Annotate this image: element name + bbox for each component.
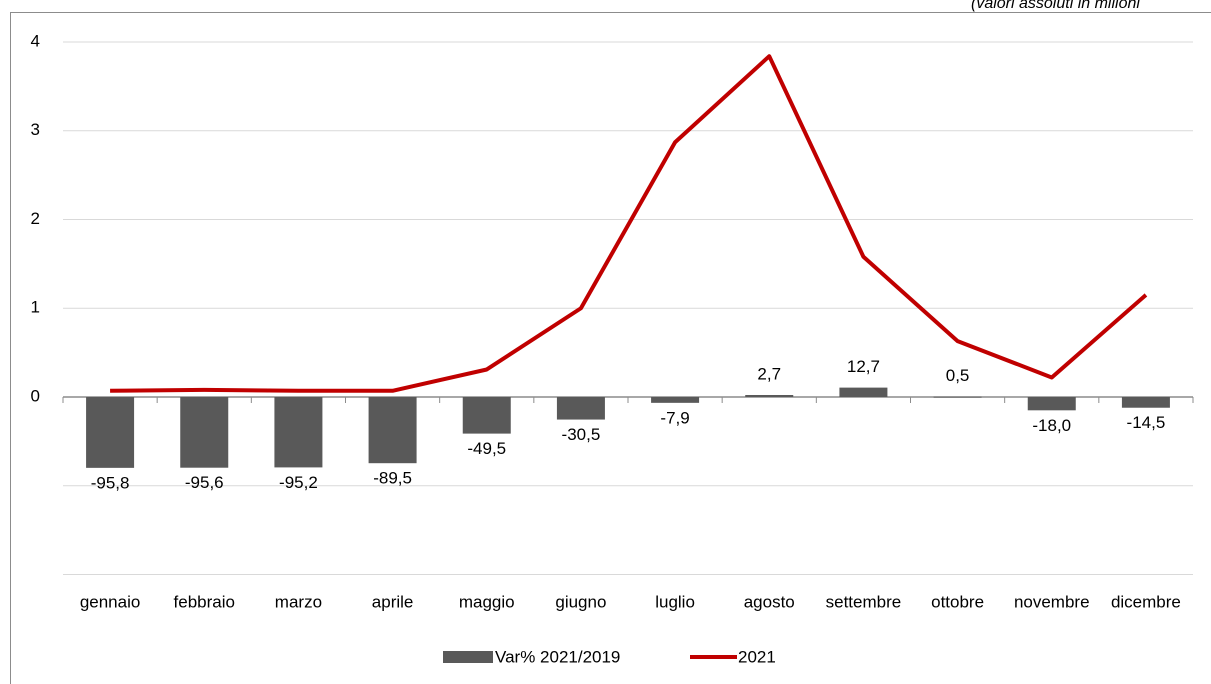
- bar: [556, 397, 605, 420]
- x-tick-label: marzo: [275, 592, 322, 611]
- x-tick-label: giugno: [555, 592, 606, 611]
- bar-value-label: -14,5: [1127, 413, 1166, 432]
- x-tick-label: aprile: [372, 592, 414, 611]
- bar-value-label: 2,7: [757, 364, 781, 383]
- x-tick-label: ottobre: [931, 592, 984, 611]
- x-tick-label: maggio: [459, 592, 515, 611]
- bar: [274, 397, 323, 468]
- bar: [839, 387, 888, 397]
- x-tick-label: febbraio: [174, 592, 235, 611]
- x-tick-label: settembre: [826, 592, 902, 611]
- bar-value-label: 0,5: [946, 366, 970, 385]
- bar: [651, 397, 700, 403]
- bar: [368, 397, 417, 464]
- chart-subtitle: (valori assoluti in milioni: [971, 0, 1140, 12]
- bar: [180, 397, 229, 468]
- bar: [933, 396, 982, 398]
- bar-value-label: -95,6: [185, 473, 224, 492]
- x-tick-label: luglio: [655, 592, 695, 611]
- chart-frame: [10, 12, 1211, 684]
- y-tick-label: 1: [31, 298, 40, 317]
- bar-value-label: -49,5: [467, 439, 506, 458]
- bar-value-label: -89,5: [373, 469, 412, 488]
- x-tick-label: novembre: [1014, 592, 1090, 611]
- y-tick-label: 3: [31, 120, 40, 139]
- y-tick-label: 4: [31, 31, 40, 50]
- legend-label: Var% 2021/2019: [495, 647, 620, 666]
- bar-value-label: -7,9: [660, 408, 689, 427]
- x-tick-label: agosto: [744, 592, 795, 611]
- bar: [1027, 397, 1076, 411]
- bar: [86, 397, 135, 468]
- bar-value-label: -95,2: [279, 473, 318, 492]
- y-tick-label: 0: [31, 386, 40, 405]
- bar: [462, 397, 511, 434]
- x-tick-label: dicembre: [1111, 592, 1181, 611]
- bar-value-label: -95,8: [91, 473, 130, 492]
- bar: [1121, 397, 1170, 408]
- bar-value-label: -30,5: [562, 425, 601, 444]
- bar: [745, 395, 794, 397]
- line-series: [110, 54, 1148, 393]
- bar-value-label: 12,7: [847, 357, 880, 376]
- legend-label: 2021: [738, 647, 776, 666]
- legend-swatch: [443, 651, 493, 663]
- y-tick-label: 2: [31, 209, 40, 228]
- x-tick-label: gennaio: [80, 592, 141, 611]
- bar-value-label: -18,0: [1032, 416, 1071, 435]
